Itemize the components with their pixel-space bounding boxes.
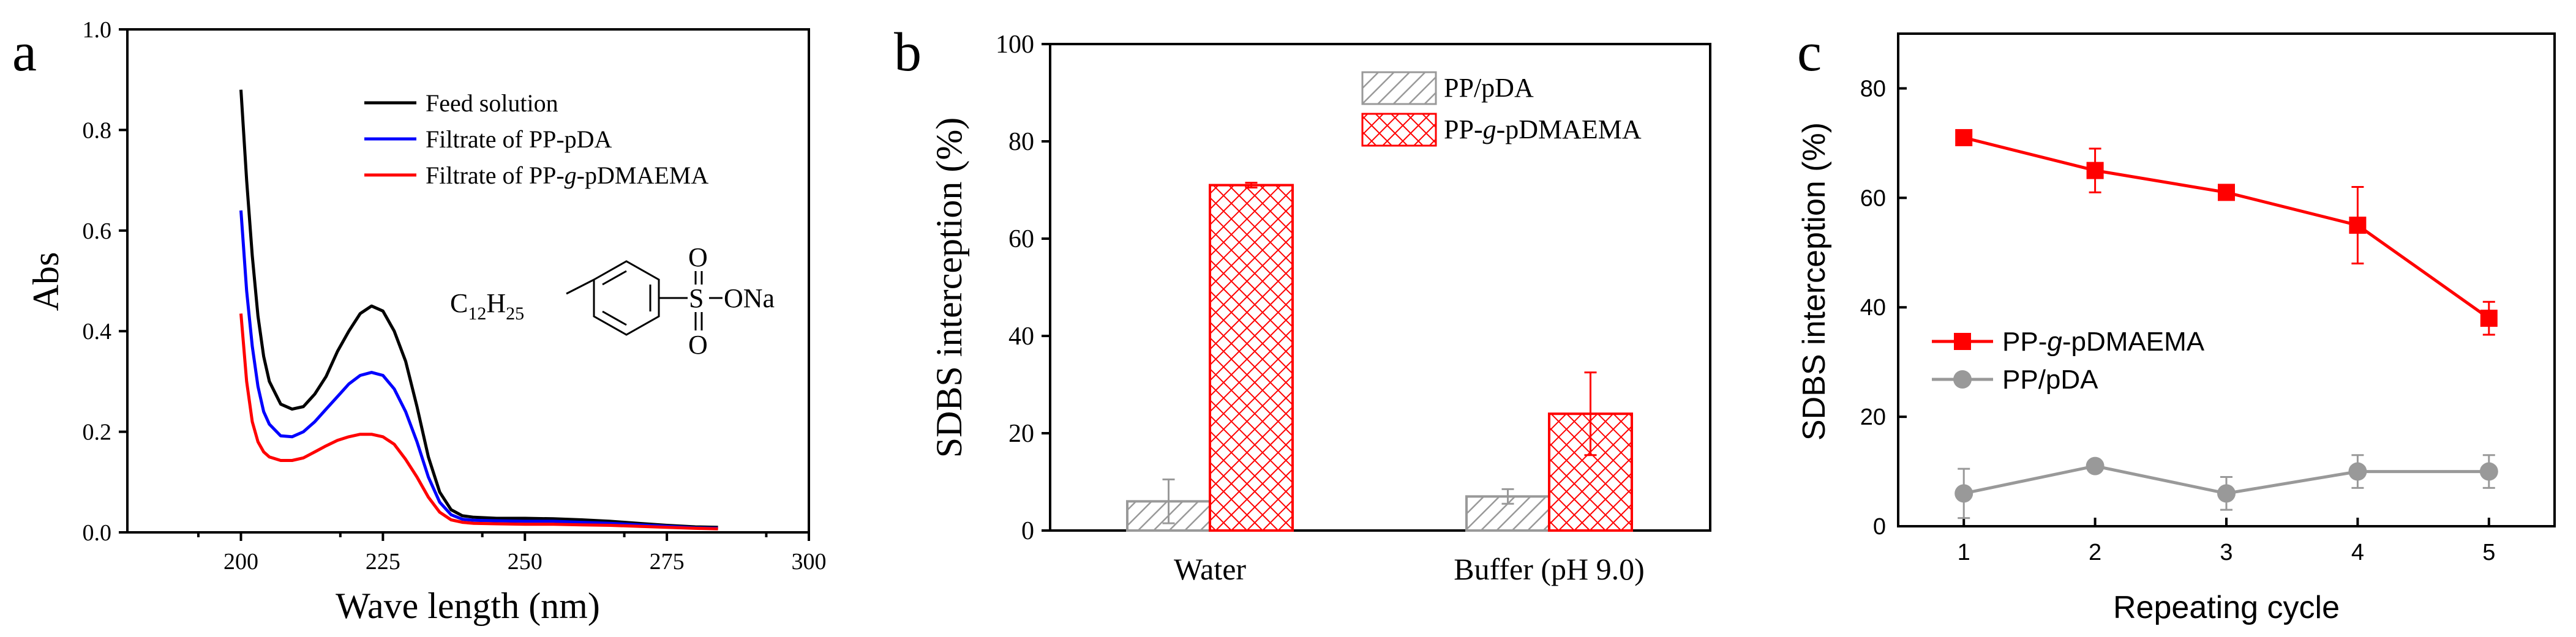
y-tick-label: 0 [1873,514,1886,540]
panel-letter-b: b [894,22,922,83]
y-tick-label: 20 [1860,404,1886,430]
legend-marker-circle [1953,370,1972,389]
structure-double-bond-3 [602,310,627,326]
legend-label-feed: Feed solution [426,89,558,117]
x-tick-label: 200 [223,549,258,575]
series-line-1 [239,210,718,530]
panel-a-legend: Feed solution Filtrate of PP-pDA Filtrat… [364,89,708,189]
panel-b-bars [1126,182,1633,532]
legend-label-ppgpdmaema: PP-g-pDMAEMA [1444,114,1642,144]
legend-swatch-ppda [1361,71,1437,105]
legend-label-pdmaema: Filtrate of PP-g-pDMAEMA [426,162,708,189]
panel-a-x-ticks: 200 225 250 275 300 [197,532,827,575]
legend-swatch-ppgpdmaema [1361,113,1437,147]
panel-c-y-ticks: 0 20 40 60 80 [1860,76,1907,540]
panel-b-y-ticks: 0 20 40 60 80 100 [996,31,1050,545]
y-tick-label: 60 [1860,185,1886,211]
panel-c: c 1 2 3 4 5 0 20 40 60 80 Repeating cycle SDBS i… [1797,22,2556,625]
structure-bond-chain [566,278,595,295]
x-tick-label: 275 [650,549,685,575]
data-point-square [2086,162,2104,179]
sdbs-structure: C12H25 S O O ONa [450,242,775,360]
panel-c-x-ticks: 1 2 3 4 5 [1958,518,2495,565]
panel-a-series [239,89,718,531]
panel-letter-c: c [1797,22,1822,83]
panel-c-legend: PP-g-pDMAEMA PP/pDA [1932,327,2205,395]
x-category-label: Buffer (pH 9.0) [1454,552,1645,586]
structure-oxygen-bottom: O [688,330,708,360]
x-category-label: Water [1174,552,1246,586]
x-tick-label: 2 [2089,540,2101,565]
data-point-circle [2217,484,2236,503]
structure-benzene-ring [593,260,660,336]
legend-label-c-pdmaema: PP-g-pDMAEMA [2002,327,2205,357]
panel-c-frame [1897,32,2556,527]
y-tick-label: 0 [1021,517,1034,545]
series-line-0 [1963,136,2490,320]
legend-label-c-ppda: PP/pDA [2002,365,2098,395]
data-point-circle [2086,456,2105,475]
panel-a-y-ticks: 0.0 0.2 0.4 0.6 0.8 1.0 [83,17,127,546]
panel-b-frame [1049,43,1711,532]
panel-letter-a: a [12,22,37,83]
panel-a-x-label: Wave length (nm) [336,586,600,626]
x-tick-label: 1 [1958,540,1970,565]
x-tick-label: 250 [508,549,543,575]
y-tick-label: 60 [1008,225,1034,253]
panel-b: b 0 20 40 60 80 100 Water Buffer (pH 9.0) SDBS… [894,22,1711,586]
panel-b-y-label: SDBS interception (%) [929,117,969,458]
structure-oxygen-top: O [688,242,708,272]
panel-c-series [1955,129,2498,520]
y-tick-label: 40 [1008,322,1034,351]
structure-ona: ONa [724,283,775,313]
y-tick-label: 80 [1860,76,1886,102]
structure-double-bond-1 [602,270,627,286]
x-tick-label: 300 [792,549,827,575]
x-tick-label: 225 [366,549,400,575]
y-tick-label: 0.4 [83,319,112,345]
series-line-2 [239,313,718,531]
data-point-square [2480,310,2498,327]
panel-a-frame [126,28,810,534]
bar [1209,184,1294,532]
data-point-square [2218,184,2235,201]
panel-c-x-label: Repeating cycle [2113,590,2340,625]
panel-a: a 200 225 250 275 300 0.0 0.2 0.4 0.6 0.8 1.0 Wav… [12,17,827,626]
y-tick-label: 100 [996,31,1034,59]
legend-marker-square [1954,333,1971,350]
y-tick-label: 80 [1008,128,1034,156]
data-point-circle [1955,484,1973,503]
data-point-circle [2348,462,2367,481]
panel-c-y-label: SDBS interception (%) [1797,122,1832,441]
x-tick-label: 5 [2482,540,2495,565]
x-tick-label: 3 [2220,540,2232,565]
data-point-square [2349,217,2367,234]
panel-b-legend: PP/pDA PP-g-pDMAEMA [1361,71,1642,147]
legend-label-ppda: PP/pDA [1444,73,1534,103]
y-tick-label: 40 [1860,295,1886,321]
series-line-0 [239,89,718,529]
legend-label-pda: Filtrate of PP-pDA [426,125,612,153]
data-point-square [1955,129,1973,146]
y-tick-label: 0.6 [83,218,112,244]
structure-sulfur: S [689,283,704,313]
y-tick-label: 1.0 [83,17,112,43]
x-tick-label: 4 [2351,540,2364,565]
structure-chain-label: C12H25 [450,288,524,324]
data-point-circle [2479,462,2498,481]
y-tick-label: 0.0 [83,520,112,546]
y-tick-label: 20 [1008,420,1034,448]
panel-a-y-label: Abs [26,252,66,311]
y-tick-label: 0.8 [83,117,112,143]
bar [1465,495,1550,532]
y-tick-label: 0.2 [83,420,112,445]
panel-b-x-labels: Water Buffer (pH 9.0) [1174,552,1645,586]
